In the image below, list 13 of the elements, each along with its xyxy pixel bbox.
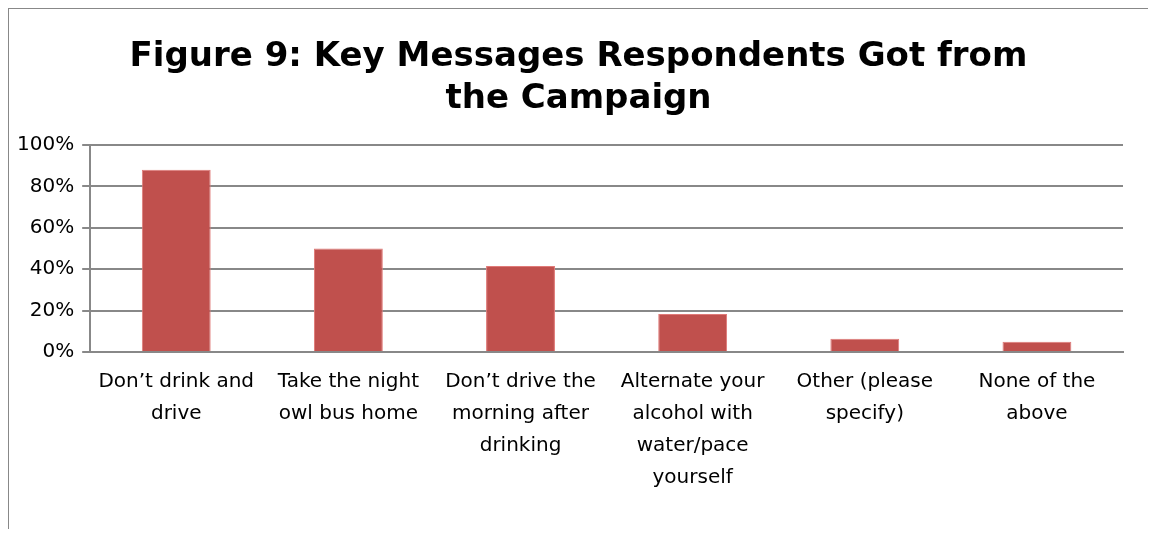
- x-tick-label: Don’t drive the morning after drinking: [445, 368, 596, 457]
- chart-title: Figure 9: Key Messages Respondents Got from the Campaign: [128, 33, 1029, 117]
- x-tick-label: None of the above: [978, 368, 1096, 425]
- y-tick-label: 20%: [29, 296, 75, 321]
- y-tick-label: 100%: [16, 131, 75, 156]
- y-tick-label: 80%: [29, 172, 75, 197]
- x-tick-label: Alternate your alcohol with water/pace yourself: [620, 368, 766, 489]
- y-tick-label: 60%: [29, 214, 75, 238]
- x-tick-label: Other (please specify): [796, 368, 934, 425]
- x-tick-label: Take the night owl bus home: [276, 368, 420, 425]
- x-tick-label: Don’t drink and drive: [98, 368, 255, 425]
- y-tick-label: 40%: [29, 255, 75, 280]
- y-tick-label: 0%: [42, 338, 75, 363]
